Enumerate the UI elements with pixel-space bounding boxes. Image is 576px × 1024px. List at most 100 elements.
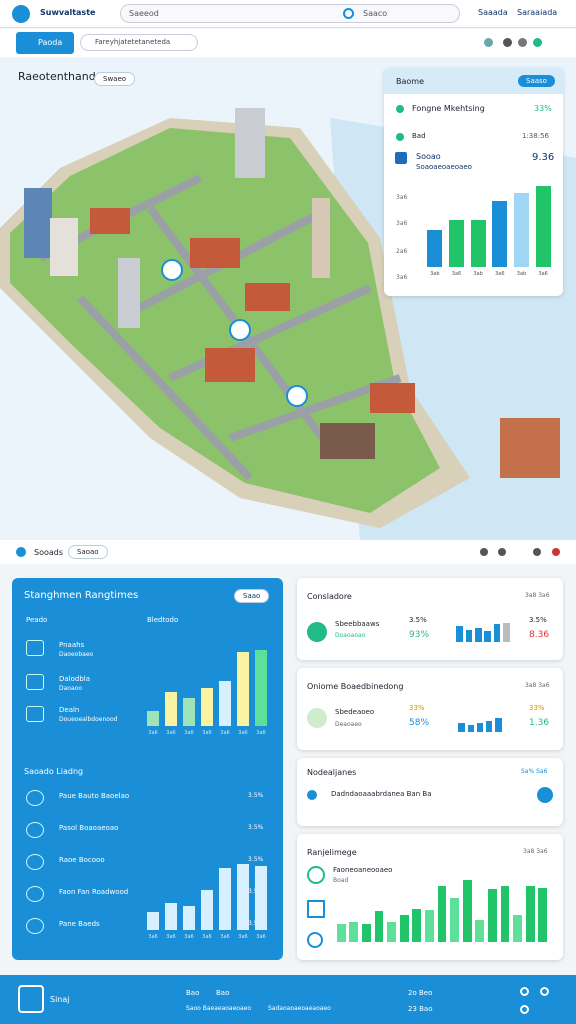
icon[interactable] (484, 38, 493, 47)
map-pin[interactable] (229, 319, 251, 341)
bar (492, 201, 508, 267)
card-value: 33% (529, 704, 545, 712)
chip[interactable]: Saoao (68, 545, 108, 559)
panel-button[interactable]: Saao (234, 589, 270, 603)
bar (164, 902, 178, 930)
x-tick-label: 3a6 (495, 271, 505, 277)
search-text: Saaco (363, 9, 388, 18)
card-name: Dadndaoaaabrdanea Ban Ba (331, 790, 432, 798)
card: Nodealjanes Sa% Sa6 Dadndaoaaabrdanea Ba… (297, 758, 563, 826)
map-pin[interactable] (161, 259, 183, 281)
footer-link[interactable]: Bao (186, 989, 200, 997)
subbar-button[interactable]: Sooads (34, 548, 64, 557)
x-tick-label: 3ab (516, 271, 527, 277)
card-value: 1.36 (529, 718, 550, 728)
card-sub: Deaoaeo (335, 721, 362, 728)
bar (456, 626, 463, 642)
map-pin[interactable] (286, 385, 308, 407)
card-value: 58% (409, 718, 430, 728)
bar (146, 912, 160, 930)
bar (437, 885, 447, 942)
building (24, 188, 52, 258)
bar-chart: 3a6 3a6 3a6 3a6 3a6 3a6 3a6 (144, 640, 270, 736)
bar (503, 622, 510, 642)
list-name: Raoe Bocooo (59, 856, 105, 864)
card-value: 93% (409, 630, 430, 640)
card: Ranjelimege 3a8 3a6 Faoneoaneooaeo Boad (297, 834, 563, 960)
bar (485, 721, 493, 732)
search-box[interactable]: Saeeod Saaco (120, 4, 460, 23)
column-header: Peado (26, 616, 48, 624)
footer-brand: Sinaj (50, 995, 70, 1004)
bar (412, 909, 422, 942)
search-icon[interactable] (343, 8, 354, 19)
building (312, 198, 330, 278)
card-title: Oniome Boaedbinedong (307, 682, 404, 691)
bar (467, 724, 475, 732)
x-tick-label: 3a6 (148, 934, 158, 940)
stat-value: 9.36 (532, 152, 555, 163)
toolbar-search[interactable]: Fareyhjatetetaneteda (80, 34, 198, 51)
icon (26, 640, 44, 656)
bar (146, 710, 160, 726)
row-value: 33% (534, 104, 552, 113)
x-tick-label: 3a6 (238, 730, 248, 736)
x-tick-label: 3a6 (148, 730, 158, 736)
icon[interactable] (480, 548, 488, 556)
card: Consladore 3a8 3a6 Sbeebbaaws Doaoaoao 3… (297, 578, 563, 660)
card: Oniome Boaedbinedong 3a8 3a6 Sbedeaoeo D… (297, 668, 563, 750)
x-tick-label: 3a6 (184, 730, 194, 736)
bar (362, 923, 371, 942)
icon[interactable] (520, 1005, 529, 1014)
list-value: 3.5% (248, 824, 264, 831)
bar-chart (335, 874, 549, 942)
x-tick-label: 3a6 (166, 730, 176, 736)
x-tick-label: 3a6 (202, 934, 212, 940)
icon[interactable] (540, 987, 549, 996)
icon[interactable] (520, 987, 529, 996)
bar (458, 723, 465, 732)
footer-text: Saoo Baeaeaoaeoaeo (186, 1005, 252, 1012)
icon[interactable] (533, 38, 542, 47)
icon (16, 547, 26, 557)
brand: Suwvaltaste (40, 8, 96, 17)
icon[interactable] (518, 38, 527, 47)
card-name: Sbedeaoeo (335, 708, 375, 716)
logo[interactable] (12, 5, 30, 23)
card-value: 3.5% (529, 616, 547, 624)
icon (307, 708, 327, 728)
map-button[interactable]: Swaeo (94, 72, 136, 86)
bar (500, 885, 510, 942)
card-value: 8.36 (529, 630, 550, 640)
building (205, 348, 255, 382)
x-tick-label: 3ab (430, 271, 440, 277)
action-button[interactable] (537, 787, 553, 803)
card-name: Sbeebbaaws (335, 620, 380, 628)
bar (450, 898, 459, 942)
x-tick-label: 3a6 (451, 271, 462, 277)
card-button[interactable]: Saaso (518, 75, 555, 87)
icon (307, 866, 325, 884)
icon[interactable] (498, 548, 506, 556)
nav-link[interactable]: Saraaiada (517, 8, 558, 17)
icon[interactable] (503, 38, 512, 47)
nav-link[interactable]: Saaada (478, 8, 508, 17)
bar-chart (457, 710, 503, 732)
icon (26, 706, 44, 722)
row-sub: Daoeobaeo (59, 651, 94, 658)
footer-link[interactable]: Bao (216, 989, 230, 997)
bar (336, 923, 346, 942)
card-meta: 3a8 3a6 (523, 848, 548, 855)
building (50, 218, 78, 276)
list-name: Paue Bauto Baoelao (59, 792, 130, 800)
icon[interactable] (552, 548, 560, 556)
icon (307, 932, 323, 948)
bar (470, 219, 486, 267)
icon[interactable] (533, 548, 541, 556)
bar (218, 681, 232, 726)
toolbar-button[interactable]: Paoda (16, 32, 74, 54)
card-sub: Doaoaoao (335, 632, 366, 639)
bar (538, 887, 548, 942)
header: Suwvaltaste Saeeod Saaco Saaada Saraaiad… (0, 0, 576, 28)
